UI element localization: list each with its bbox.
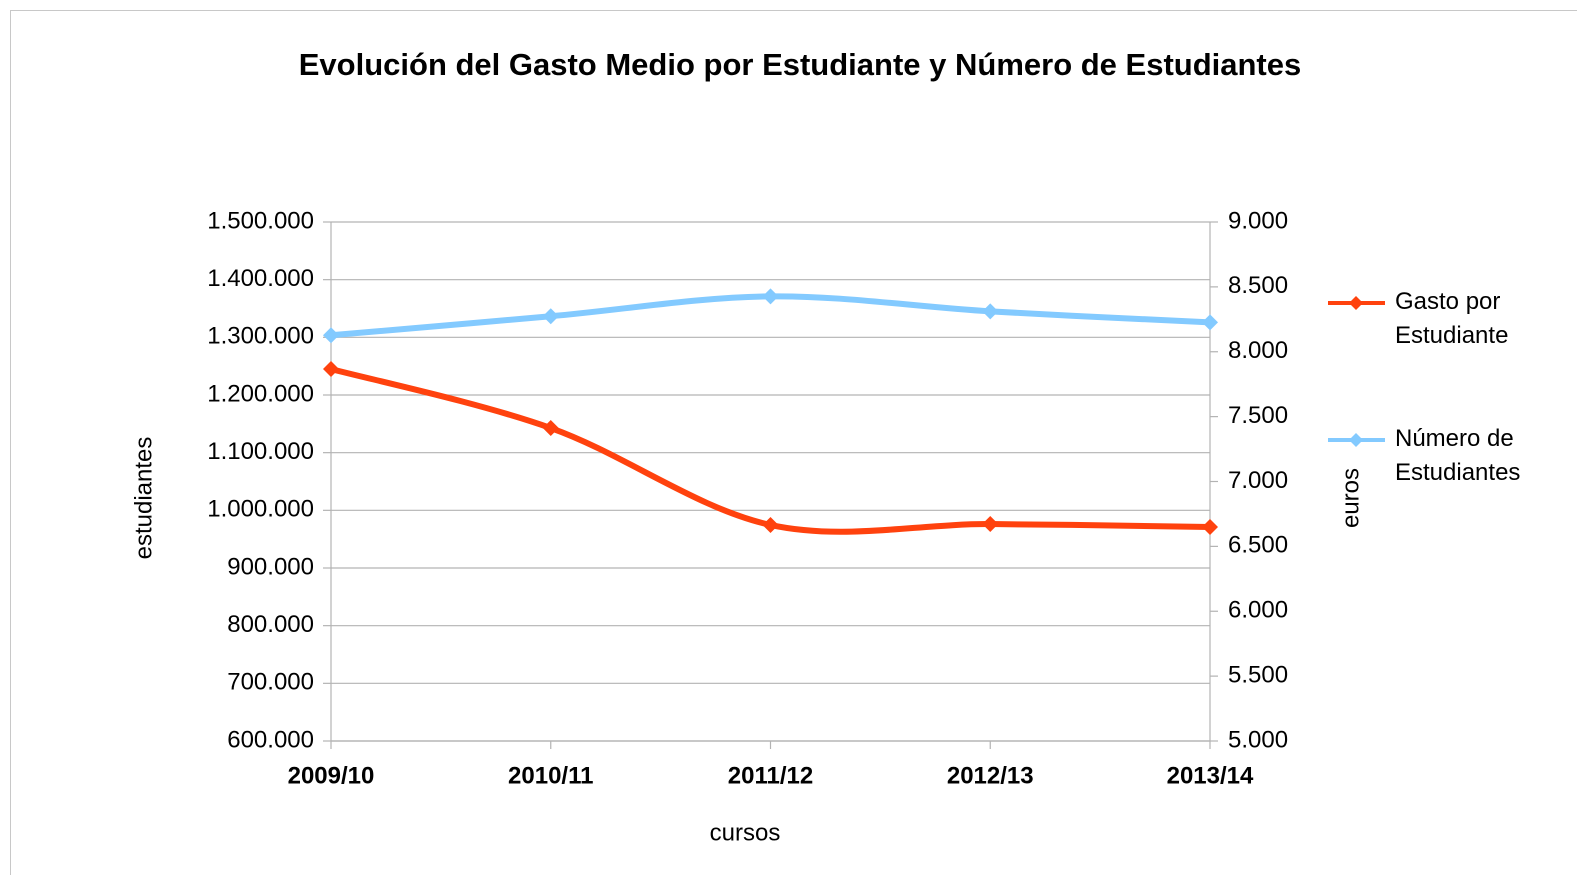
y-tick-label: 1.400.000 bbox=[207, 265, 314, 292]
x-tick-label: 2013/14 bbox=[1167, 762, 1254, 789]
point-marker bbox=[1202, 314, 1218, 331]
y2-tick-label: 9.000 bbox=[1228, 207, 1288, 234]
y2-axis-title: euros bbox=[1337, 468, 1364, 528]
y-tick-label: 800.000 bbox=[227, 611, 314, 638]
point-marker bbox=[323, 327, 339, 344]
y2-tick-label: 6.000 bbox=[1228, 597, 1288, 624]
y2-tick-label: 5.500 bbox=[1228, 661, 1288, 688]
legend-label: Gasto por Estudiante bbox=[1395, 288, 1508, 349]
y-tick-label: 1.000.000 bbox=[207, 496, 314, 523]
y-axis-title: estudiantes bbox=[130, 437, 157, 560]
x-tick-label: 2009/10 bbox=[288, 762, 375, 789]
legend-label-line: Estudiante bbox=[1395, 322, 1508, 349]
y-tick-label: 900.000 bbox=[227, 553, 314, 580]
legend-marker bbox=[1349, 296, 1363, 310]
point-marker bbox=[762, 288, 779, 305]
y2-tick-label: 8.000 bbox=[1228, 337, 1288, 364]
point-marker bbox=[323, 361, 339, 378]
chart-border bbox=[10, 10, 1577, 875]
point-marker bbox=[542, 308, 559, 325]
y-tick-label: 700.000 bbox=[227, 669, 314, 696]
legend-marker bbox=[1349, 433, 1363, 447]
point-marker bbox=[542, 420, 559, 437]
y2-tick-label: 5.000 bbox=[1228, 726, 1288, 753]
legend-label-line: Número de bbox=[1395, 425, 1520, 452]
legend-label: Número de Estudiantes bbox=[1395, 425, 1520, 486]
legend-label-line: Gasto por bbox=[1395, 288, 1507, 315]
x-axis-title: cursos bbox=[710, 819, 781, 846]
chart-title: Evolución del Gasto Medio por Estudiante… bbox=[299, 47, 1302, 82]
x-tick-label: 2012/13 bbox=[947, 762, 1034, 789]
y-tick-label: 1.100.000 bbox=[207, 438, 314, 465]
point-marker bbox=[982, 303, 999, 320]
y2-tick-label: 7.500 bbox=[1228, 402, 1288, 429]
y2-tick-label: 7.000 bbox=[1228, 467, 1288, 494]
x-tick-label: 2010/11 bbox=[508, 762, 593, 789]
point-marker bbox=[982, 516, 999, 533]
y2-tick-label: 6.500 bbox=[1228, 532, 1288, 559]
y-tick-label: 1.200.000 bbox=[207, 380, 314, 407]
point-marker bbox=[762, 516, 779, 533]
y-tick-label: 1.300.000 bbox=[207, 323, 314, 350]
legend-label-line: Estudiantes bbox=[1395, 459, 1520, 486]
y2-tick-label: 8.500 bbox=[1228, 272, 1288, 299]
y-tick-label: 1.500.000 bbox=[207, 207, 314, 234]
series-line bbox=[330, 366, 1211, 535]
x-tick-label: 2011/12 bbox=[728, 762, 813, 789]
y-tick-label: 600.000 bbox=[227, 726, 314, 753]
point-marker bbox=[1202, 519, 1218, 536]
